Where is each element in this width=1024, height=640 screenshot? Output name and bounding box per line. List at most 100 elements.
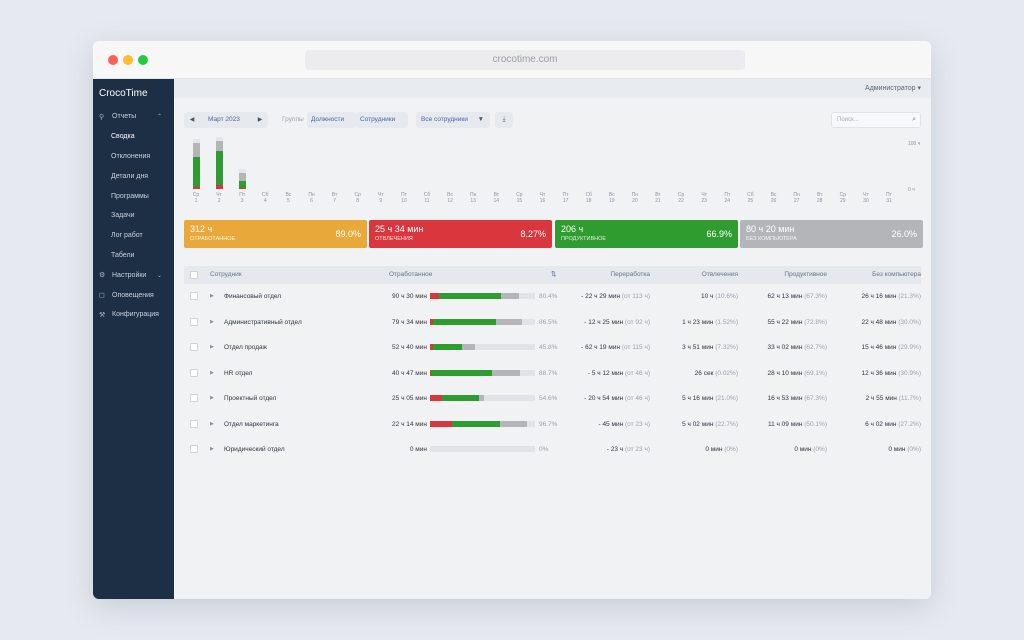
- sidebar-item-label: Оповещения: [112, 291, 154, 299]
- no-computer-value: 15 ч 46 мин: [861, 344, 897, 351]
- day-bar-green: [238, 181, 246, 188]
- progress-green: [439, 293, 501, 299]
- summary-card[interactable]: 206 ч продуктивное 66.9%: [555, 220, 738, 248]
- sidebar-item-5[interactable]: Задачи: [93, 206, 174, 226]
- row-checkbox[interactable]: [190, 419, 198, 428]
- row-checkbox[interactable]: [190, 343, 198, 351]
- summary-label: продуктивное: [561, 236, 607, 242]
- sidebar-item-1[interactable]: Сводка: [93, 127, 174, 147]
- employee-name[interactable]: HR отдел: [224, 369, 253, 377]
- day-number: 19: [609, 198, 615, 204]
- overtime-cell: - 45 мин (от 23 ч): [598, 412, 650, 438]
- table-row[interactable]: ▶ Юридический отдел 0 мин 0% - 23 ч (от 23 ч…: [184, 437, 921, 463]
- productive-percent: (72.8%): [804, 318, 827, 326]
- employee-name[interactable]: Административный отдел: [224, 318, 302, 326]
- day-label: Вс 19: [602, 192, 622, 204]
- summary-card[interactable]: 312 ч отработанное 89.0%: [184, 220, 367, 248]
- no-computer-cell: 6 ч 02 мин (27.2%): [865, 412, 921, 438]
- chevron-up-icon: ⌃: [156, 114, 162, 121]
- expand-arrow-icon[interactable]: ▶: [210, 446, 214, 452]
- next-month-arrow-icon[interactable]: ▶: [257, 117, 263, 123]
- expand-arrow-icon[interactable]: ▶: [210, 344, 214, 350]
- day-weekday: Чт: [377, 192, 384, 198]
- no-computer-percent: (30.0%): [898, 318, 921, 326]
- productive-value: 33 ч 02 мин: [767, 344, 803, 351]
- day-number: 23: [701, 198, 707, 204]
- tab-positions[interactable]: Должности: [307, 112, 356, 128]
- sidebar-item-3[interactable]: Детали дня: [93, 166, 174, 186]
- column-employee[interactable]: Сотрудник: [210, 271, 242, 278]
- productive-cell: 0 мин (0%): [794, 437, 827, 463]
- row-checkbox[interactable]: [190, 368, 198, 377]
- expand-arrow-icon[interactable]: ▶: [210, 369, 214, 376]
- overtime-cell: - 20 ч 54 мин (от 46 ч): [584, 386, 650, 412]
- no-computer-cell: 26 ч 16 мин (21.3%): [861, 284, 921, 310]
- table-row[interactable]: ▶ Отдел маркетинга 22 ч 14 мин 96.7% - 45 ми…: [184, 412, 921, 438]
- summary-card[interactable]: 80 ч 20 мин без компьютера 26.0%: [740, 220, 923, 248]
- row-checkbox[interactable]: [190, 394, 198, 402]
- productive-percent: (67.3%): [804, 293, 827, 300]
- table-row[interactable]: ▶ HR отдел 40 ч 47 мин 88.7% - 5 ч 12 мин (о…: [184, 361, 921, 387]
- column-worked[interactable]: Отработанное: [389, 271, 433, 278]
- column-productive[interactable]: Продуктивное: [784, 271, 827, 278]
- expand-arrow-icon[interactable]: ▶: [210, 318, 214, 325]
- distractions-percent: (22.7%): [715, 420, 738, 428]
- expand-arrow-icon[interactable]: ▶: [210, 293, 214, 299]
- worked-percent: 54.6%: [539, 395, 558, 402]
- sort-icon[interactable]: ⇅: [551, 271, 557, 278]
- day-number: 18: [585, 198, 592, 204]
- overtime-value: - 45 мин: [598, 420, 624, 428]
- table-row[interactable]: ▶ Проектный отдел 25 ч 05 мин 54.6% - 20 ч 5…: [184, 386, 921, 412]
- app-logo: CrocoTime: [99, 88, 148, 99]
- select-all-checkbox[interactable]: [190, 271, 198, 279]
- productive-value: 28 ч 10 мин: [767, 369, 803, 377]
- summary-card[interactable]: 25 ч 34 мин отвлечения 8.27%: [369, 220, 552, 248]
- employee-name[interactable]: Отдел продаж: [224, 344, 267, 351]
- sidebar-item-0[interactable]: ⚲ Отчеты ⌃: [93, 107, 174, 127]
- user-menu[interactable]: Администратор ▾: [865, 85, 921, 92]
- sidebar-item-4[interactable]: Программы: [93, 186, 174, 206]
- employee-name[interactable]: Проектный отдел: [224, 395, 277, 402]
- sidebar-item-6[interactable]: Лог работ: [93, 226, 174, 246]
- prev-month-arrow-icon[interactable]: ◀: [189, 117, 195, 123]
- table-row[interactable]: ▶ Финансовый отдел 90 ч 30 мин 80.4% - 22 ч …: [184, 284, 921, 310]
- row-checkbox[interactable]: [190, 292, 198, 300]
- sidebar-item-8[interactable]: ⚙ Настройки ⌄: [93, 265, 174, 285]
- expand-arrow-icon[interactable]: ▶: [210, 395, 214, 401]
- search-input[interactable]: Поиск... ⌕: [831, 112, 921, 128]
- chart-min-label: 0 ч: [908, 187, 915, 193]
- sidebar-item-9[interactable]: ◻ Оповещения: [93, 285, 174, 305]
- column-no-computer[interactable]: Без компьютера: [872, 271, 921, 278]
- distractions-percent: (10.6%): [715, 293, 738, 300]
- sidebar-item-10[interactable]: ⚒ Конфигурация: [93, 305, 174, 325]
- table-row[interactable]: ▶ Отдел продаж 52 ч 40 мин 45.8% - 62 ч 19 м…: [184, 335, 921, 361]
- employee-name[interactable]: Отдел маркетинга: [224, 420, 279, 428]
- day-weekday: Вс: [285, 192, 292, 198]
- address-bar[interactable]: crocotime.com: [305, 50, 745, 70]
- expand-arrow-icon[interactable]: ▶: [210, 420, 214, 427]
- employee-name[interactable]: Юридический отдел: [224, 446, 285, 453]
- employee-name[interactable]: Финансовый отдел: [224, 293, 282, 300]
- download-button[interactable]: ⤓: [495, 112, 513, 128]
- row-checkbox[interactable]: [190, 445, 198, 453]
- no-computer-cell: 2 ч 55 мин (11.7%): [866, 386, 921, 412]
- day-weekday: Сб: [747, 192, 754, 198]
- tab-employees[interactable]: Сотрудники: [356, 112, 408, 128]
- row-checkbox[interactable]: [190, 317, 198, 326]
- minimize-window-button[interactable]: [123, 55, 133, 65]
- day-label: Чт 2: [209, 192, 229, 204]
- distractions-cell: 0 мин (0%): [705, 437, 738, 463]
- close-window-button[interactable]: [108, 55, 118, 65]
- maximize-window-button[interactable]: [138, 55, 148, 65]
- sidebar-item-7[interactable]: Табели: [93, 246, 174, 266]
- column-distractions[interactable]: Отвлечения: [701, 271, 738, 278]
- day-label: Сб 25: [740, 192, 760, 204]
- period-label[interactable]: Март 2023: [208, 116, 240, 123]
- overtime-cell: - 5 ч 12 мин (от 46 ч): [588, 361, 650, 387]
- sidebar-item-2[interactable]: Отклонения: [93, 147, 174, 167]
- column-overtime[interactable]: Переработка: [610, 271, 650, 278]
- productive-percent: (69.1%): [804, 369, 827, 377]
- table-row[interactable]: ▶ Административный отдел 79 ч 34 мин 86.5% -…: [184, 310, 921, 336]
- day-number: 13: [470, 198, 476, 204]
- employee-filter-dropdown[interactable]: Все сотрудники ▼: [416, 112, 490, 128]
